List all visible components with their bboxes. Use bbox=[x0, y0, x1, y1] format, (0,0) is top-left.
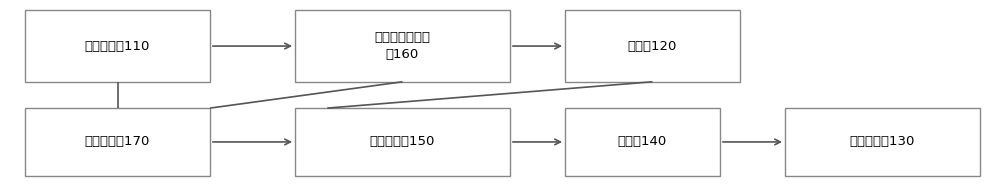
Bar bbox=[295, 108, 510, 176]
Text: 速度检测器110: 速度检测器110 bbox=[85, 39, 150, 53]
Bar bbox=[25, 10, 210, 82]
Bar bbox=[295, 10, 510, 82]
Bar bbox=[565, 108, 720, 176]
Bar bbox=[25, 108, 210, 176]
Bar bbox=[565, 10, 740, 82]
Text: 信号奇异性分析
器160: 信号奇异性分析 器160 bbox=[374, 31, 430, 61]
Bar bbox=[785, 108, 980, 176]
Text: 三相逆变器130: 三相逆变器130 bbox=[850, 135, 915, 149]
Text: 速度调节器170: 速度调节器170 bbox=[85, 135, 150, 149]
Text: 电流调节器150: 电流调节器150 bbox=[370, 135, 435, 149]
Text: 驱动器140: 驱动器140 bbox=[618, 135, 667, 149]
Text: 采集器120: 采集器120 bbox=[628, 39, 677, 53]
